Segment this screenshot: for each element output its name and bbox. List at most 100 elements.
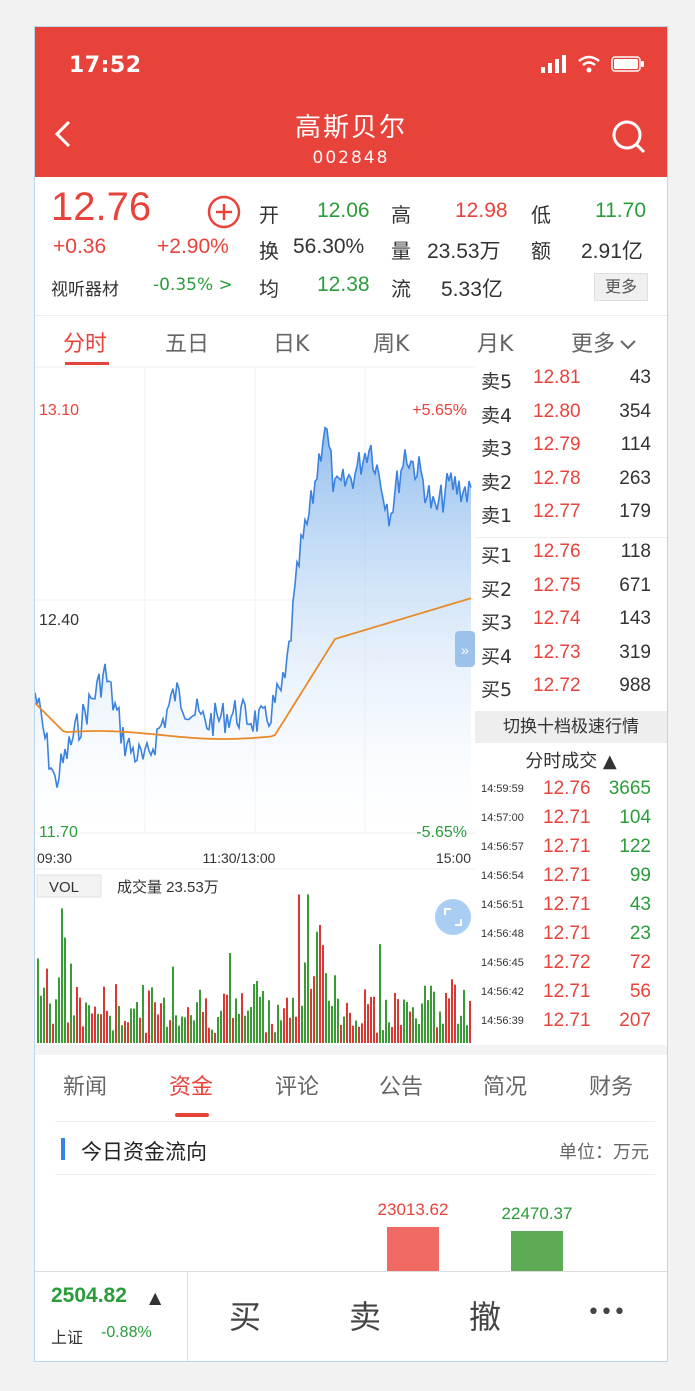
index-change: -0.88% <box>101 1324 152 1341</box>
tab-weekly-k[interactable]: 周K <box>373 332 410 357</box>
tab-intraday[interactable]: 分时 <box>63 332 108 357</box>
intraday-chart[interactable]: 13.10 12.40 11.70 +5.65% -5.65% » 09:30 … <box>35 363 475 1043</box>
volume-bar <box>409 1011 411 1043</box>
volume-bar <box>187 1007 189 1043</box>
bid-row[interactable]: 买2 12.75 671 <box>475 575 667 609</box>
tab-funds[interactable]: 资金 <box>169 1075 214 1100</box>
volume-bar <box>172 966 174 1043</box>
volume-bar <box>229 953 231 1043</box>
ask-row[interactable]: 卖3 12.79 114 <box>475 434 667 468</box>
tick-volume: 99 <box>629 865 651 886</box>
more-button[interactable]: ••• <box>587 1300 626 1325</box>
index-name: 上证 <box>51 1328 84 1347</box>
back-icon[interactable] <box>53 119 73 149</box>
volume-bar <box>178 1025 180 1043</box>
volume-bar <box>58 977 60 1043</box>
level-price: 12.74 <box>533 608 581 629</box>
current-price: 12.76 <box>51 185 152 229</box>
tab-profile[interactable]: 简况 <box>483 1075 528 1100</box>
add-watchlist-icon[interactable] <box>207 195 241 229</box>
tab-monthly-k[interactable]: 月K <box>477 332 514 357</box>
volume-bar <box>136 1002 138 1043</box>
volume-bar <box>109 1015 111 1043</box>
volume-bar <box>331 1005 333 1043</box>
index-value[interactable]: 2504.82 <box>51 1284 127 1307</box>
chart-tabs: 分时 五日 日K 周K 月K 更多 <box>35 315 667 365</box>
vol-label-box <box>36 874 102 898</box>
tab-daily-k[interactable]: 日K <box>273 332 310 357</box>
tab-comments[interactable]: 评论 <box>275 1075 320 1100</box>
bid-row[interactable]: 买1 12.76 118 <box>475 541 667 575</box>
fund-flow-title: 今日资金流向 <box>81 1140 207 1164</box>
stock-code: 002848 <box>312 148 390 168</box>
info-tab-underline <box>175 1113 209 1117</box>
expand-book-icon[interactable]: » <box>455 631 475 667</box>
tick-price: 12.72 <box>543 952 591 973</box>
tick-row: 14:56:51 12.71 43 <box>475 893 667 922</box>
ask-row[interactable]: 卖1 12.77 179 <box>475 501 667 535</box>
outflow-value: 22470.37 <box>502 1204 573 1223</box>
volume-bar <box>115 984 117 1043</box>
tab-news[interactable]: 新闻 <box>63 1075 108 1100</box>
volume-bar <box>214 1032 216 1043</box>
amount-value: 2.91亿 <box>581 240 643 263</box>
volume-bar <box>127 1022 129 1043</box>
fullscreen-icon[interactable] <box>435 899 471 935</box>
level-volume: 671 <box>619 574 651 596</box>
intraday-chart-svg: 13.10 12.40 11.70 +5.65% -5.65% » 09:30 … <box>35 366 475 1043</box>
sell-button[interactable]: 卖 <box>349 1298 382 1336</box>
volume-bar <box>118 1005 120 1043</box>
level-label: 买5 <box>481 679 513 701</box>
volume-bar <box>382 1030 384 1043</box>
search-icon[interactable] <box>611 119 647 155</box>
ticks-title[interactable]: 分时成交 ▲ <box>525 751 617 772</box>
svg-text:»: » <box>461 642 469 658</box>
tick-volume: 72 <box>629 952 651 973</box>
volume-bar <box>166 1026 168 1043</box>
cancel-order-button[interactable]: 撤 <box>469 1298 502 1336</box>
level-price: 12.75 <box>533 574 581 596</box>
tick-price: 12.71 <box>543 836 591 857</box>
avg-price-line <box>35 597 472 740</box>
tab-announcements[interactable]: 公告 <box>379 1075 424 1100</box>
volume-bar <box>91 1013 93 1043</box>
volume-bar <box>394 992 396 1043</box>
tick-price: 12.71 <box>543 894 591 915</box>
open-value: 12.06 <box>317 199 370 222</box>
volume-bar <box>43 987 45 1043</box>
bid-row[interactable]: 买5 12.72 988 <box>475 675 667 709</box>
volume-bar <box>337 998 339 1043</box>
tick-row: 14:56:48 12.71 23 <box>475 922 667 951</box>
tick-time: 14:56:51 <box>481 899 524 911</box>
tab-financials[interactable]: 财务 <box>589 1075 634 1100</box>
buy-button[interactable]: 买 <box>229 1298 262 1336</box>
switch-level10-button[interactable]: 切换十档极速行情 <box>475 711 667 743</box>
tab-more[interactable]: 更多 <box>571 326 637 358</box>
level-label: 买3 <box>481 612 513 634</box>
volume-bar <box>73 1015 75 1043</box>
tab-five-day[interactable]: 五日 <box>165 332 210 357</box>
bid-row[interactable]: 买3 12.74 143 <box>475 608 667 642</box>
volume-bar <box>88 1005 90 1043</box>
industry-change[interactable]: -0.35% > <box>153 275 233 295</box>
volume-bar <box>202 1012 204 1043</box>
ask-row[interactable]: 卖5 12.81 43 <box>475 367 667 401</box>
level-label: 卖4 <box>481 404 513 427</box>
tick-time: 14:57:00 <box>481 812 524 824</box>
volume-bar <box>199 989 201 1043</box>
pct-bottom: -5.65% <box>416 824 467 841</box>
avg-value: 12.38 <box>317 273 370 296</box>
ask-row[interactable]: 卖4 12.80 354 <box>475 401 667 435</box>
bid-row[interactable]: 买4 12.73 319 <box>475 642 667 676</box>
quote-more-button[interactable]: 更多 <box>594 273 648 301</box>
level-volume: 43 <box>629 367 651 388</box>
volume-bar <box>274 1032 276 1043</box>
volume-bar <box>301 1005 303 1043</box>
volume-bar <box>421 1003 423 1043</box>
tick-price: 12.71 <box>543 807 591 828</box>
volume-bar <box>316 931 318 1043</box>
high-label: 高 <box>391 203 411 227</box>
ask-row[interactable]: 卖2 12.78 263 <box>475 468 667 502</box>
volume-bar <box>130 1008 132 1043</box>
volume-bar <box>376 1032 378 1043</box>
